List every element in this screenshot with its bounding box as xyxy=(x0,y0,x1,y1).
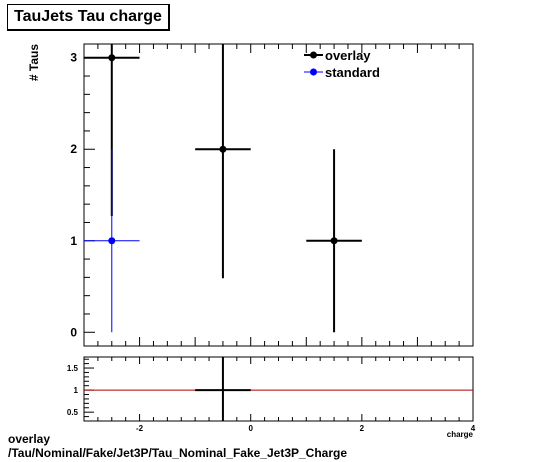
legend-label-overlay: overlay xyxy=(325,48,371,63)
legend-marker-standard xyxy=(310,68,317,76)
data-point-overlay xyxy=(108,54,116,62)
data-point-standard xyxy=(108,237,116,245)
footer-line-2: /Tau/Nominal/Fake/Jet3P/Tau_Nominal_Fake… xyxy=(8,446,348,460)
data-point-overlay xyxy=(219,145,227,153)
ratio-x-tick-label: 4 xyxy=(471,424,476,433)
legend-label-standard: standard xyxy=(325,65,380,80)
main-y-tick-label: 2 xyxy=(70,142,77,156)
main-y-axis-label: # Taus xyxy=(27,44,41,81)
ratio-x-tick-label: 0 xyxy=(248,424,253,433)
footer-line-1: overlay xyxy=(8,432,51,446)
ratio-x-axis-label: charge xyxy=(447,430,474,439)
main-y-tick-label: 1 xyxy=(70,234,77,248)
ratio-plot-area: -2 0 2 4 0.5 1 1.5 charge xyxy=(67,356,476,439)
main-y-tick-label: 0 xyxy=(70,325,77,339)
ratio-x-tick-label: 2 xyxy=(360,424,365,433)
main-plot-frame xyxy=(83,43,474,347)
ratio-x-tick-label: -2 xyxy=(136,424,144,433)
ratio-y-tick-label: 0.5 xyxy=(67,408,79,417)
chart-title: TauJets Tau charge xyxy=(7,4,170,31)
ratio-y-tick-label: 1.5 xyxy=(67,364,79,373)
legend-marker-overlay xyxy=(310,51,317,59)
ratio-plot-frame xyxy=(83,356,474,422)
ratio-y-tick-label: 1 xyxy=(74,386,79,395)
main-y-tick-label: 3 xyxy=(70,51,77,65)
main-plot-area: 0 1 2 3 # Taus overlay standard xyxy=(27,43,474,347)
data-point-overlay xyxy=(330,237,338,245)
